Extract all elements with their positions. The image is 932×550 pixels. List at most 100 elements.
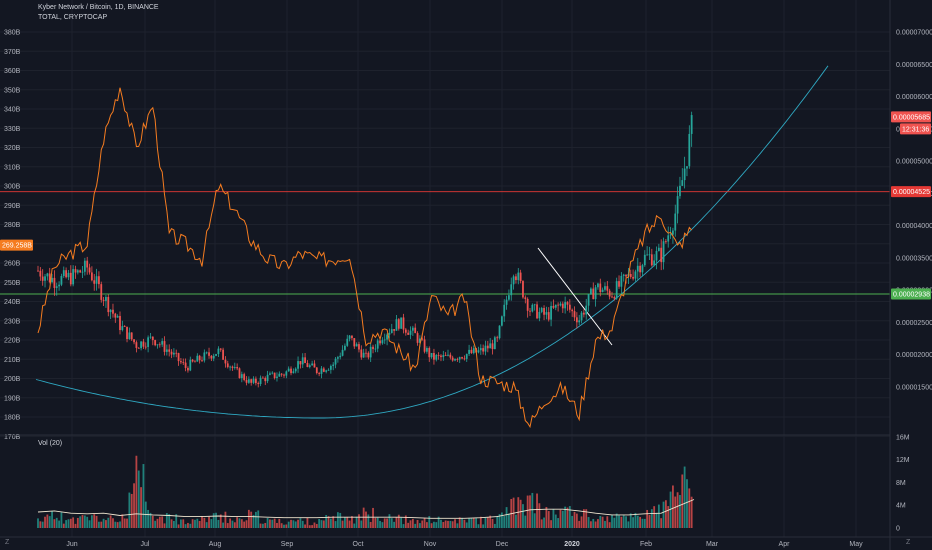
volume-bar xyxy=(308,525,311,528)
volume-bar xyxy=(611,515,613,528)
volume-bar xyxy=(683,466,686,528)
candle-body xyxy=(177,353,180,362)
time-axis-tick: Mar xyxy=(706,541,719,548)
volume-bar xyxy=(273,518,276,528)
volume-bar xyxy=(226,523,229,528)
candle-body xyxy=(407,332,410,335)
volume-bar xyxy=(292,520,295,528)
candle-body xyxy=(568,304,571,310)
candle-body xyxy=(526,298,529,311)
volume-bar xyxy=(374,517,377,528)
volume-bar xyxy=(313,522,316,528)
volume-bar xyxy=(629,513,632,528)
volume-bar xyxy=(194,519,196,528)
volume-bar xyxy=(442,522,445,528)
candle-body xyxy=(653,260,656,266)
candle-body xyxy=(105,296,107,301)
candle-body xyxy=(168,349,171,352)
volume-bar xyxy=(400,517,403,528)
right-axis-tick: 0.00007000 xyxy=(896,30,932,37)
current-price-label: 0.00005685 xyxy=(893,114,930,121)
candle-body xyxy=(58,284,60,287)
candle-body xyxy=(165,349,168,352)
candle-body xyxy=(386,334,388,340)
candle-body xyxy=(683,168,686,181)
volume-bar xyxy=(252,514,255,528)
volume-bar xyxy=(669,491,672,528)
trendline[interactable] xyxy=(537,247,613,346)
volume-bar xyxy=(205,522,208,528)
candle-body xyxy=(322,368,325,372)
right-axis-tick: 0.00002500 xyxy=(896,320,932,327)
candle-body xyxy=(140,341,142,349)
candle-body xyxy=(201,360,203,362)
volume-bar xyxy=(386,518,388,528)
candle-body xyxy=(151,336,154,341)
volume-bar xyxy=(573,511,576,528)
candle-body xyxy=(686,166,688,169)
volume-bar xyxy=(531,492,534,528)
candle-body xyxy=(402,317,405,330)
candle-body xyxy=(306,363,309,367)
candle-body xyxy=(336,357,339,359)
volume-bar xyxy=(625,516,627,528)
candle-body xyxy=(355,344,358,347)
candle-body xyxy=(362,352,365,358)
candle-body xyxy=(229,366,232,368)
volume-bar xyxy=(322,520,325,528)
volume-bar xyxy=(397,514,400,528)
volume-bar xyxy=(679,495,681,528)
volume-axis-tick: 16M xyxy=(896,434,910,441)
volume-bar xyxy=(660,518,663,528)
volume-bar xyxy=(655,512,658,528)
volume-bar xyxy=(650,509,653,528)
candle-body xyxy=(215,354,217,356)
symbol-title[interactable]: Kyber Network / Bitcoin, 1D, BINANCE xyxy=(38,4,159,11)
candle-body xyxy=(618,281,620,287)
volume-bar xyxy=(561,510,564,528)
candle-body xyxy=(315,367,318,374)
volume-bar xyxy=(137,470,140,528)
candle-body xyxy=(508,295,510,300)
candle-body xyxy=(369,346,372,358)
volume-bar xyxy=(395,517,398,528)
volume-bar xyxy=(508,513,510,528)
candle-body xyxy=(571,309,574,312)
candle-body xyxy=(175,352,178,354)
scale-toggle-left[interactable]: Z xyxy=(5,539,10,546)
volume-title[interactable]: Vol (20) xyxy=(38,440,63,447)
volume-bar xyxy=(435,522,438,528)
left-axis-tick: 350B xyxy=(4,87,21,94)
candle-body xyxy=(339,355,342,358)
volume-axis[interactable]: 16M 12M 8M 4M 0 xyxy=(896,434,910,532)
candle-body xyxy=(37,270,39,272)
candle-body xyxy=(470,349,473,354)
left-axis-tick: 300B xyxy=(4,184,21,191)
candle-body xyxy=(88,267,91,273)
candle-body xyxy=(262,377,264,379)
volume-bar xyxy=(592,518,595,528)
volume-bar xyxy=(320,520,323,528)
time-axis-tick: Apr xyxy=(779,541,791,548)
overlay-title[interactable]: TOTAL, CRYPTOCAP xyxy=(38,14,108,21)
total-cap-label-bg xyxy=(0,239,33,251)
rounded-bottom-curve xyxy=(35,65,829,419)
candle-body xyxy=(254,378,257,384)
candle-body xyxy=(191,359,194,362)
candle-body xyxy=(187,367,189,371)
volume-bar xyxy=(505,507,508,528)
candle-body xyxy=(458,357,461,360)
scale-toggle-right[interactable]: Z xyxy=(906,539,911,546)
candle-body xyxy=(561,303,564,309)
candle-body xyxy=(468,349,470,354)
volume-bar xyxy=(257,510,260,528)
candle-body xyxy=(147,337,150,347)
candle-body xyxy=(543,308,545,315)
volume-ma-line xyxy=(37,499,695,519)
volume-bar xyxy=(529,495,531,528)
candle-body xyxy=(184,362,187,368)
volume-bar xyxy=(367,514,370,528)
volume-bar xyxy=(524,515,527,528)
time-axis[interactable]: Jun Jul Aug Sep Oct Nov Dec 2020 Feb Mar Apr May xyxy=(66,541,863,548)
